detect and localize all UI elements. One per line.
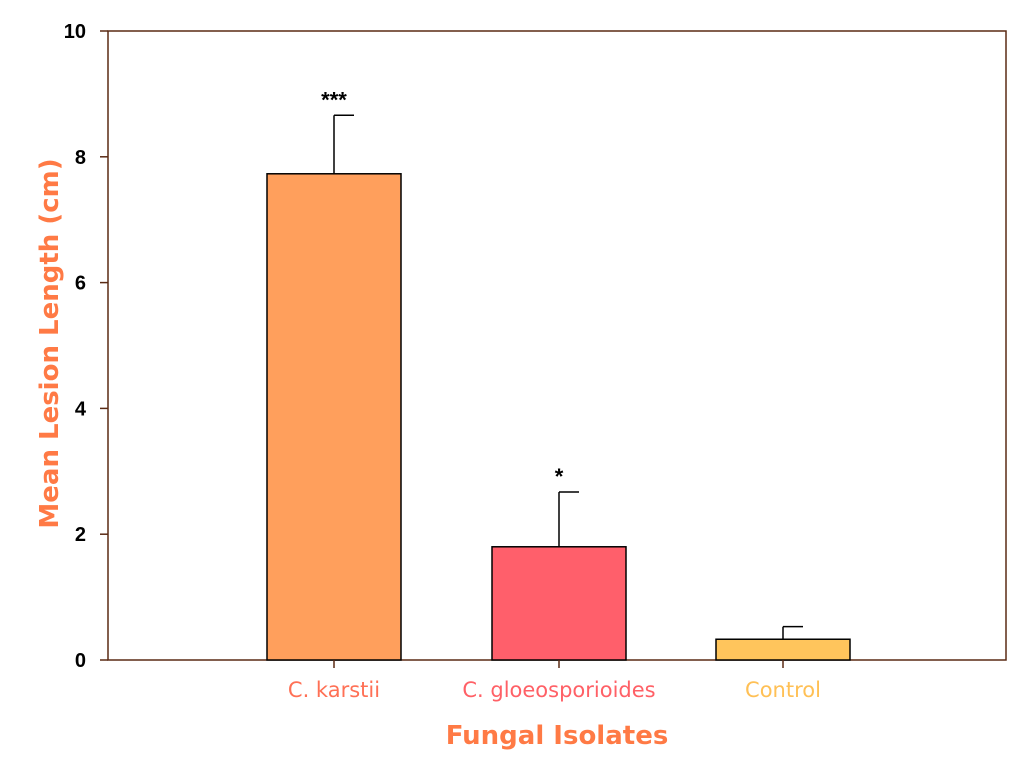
y-tick-label: 4 — [75, 398, 87, 420]
error-bars: **** — [321, 87, 803, 640]
bar-1 — [491, 546, 627, 661]
y-axis: 0 2 4 6 8 10 — [64, 21, 108, 672]
bar-0 — [266, 173, 402, 661]
bar-2 — [715, 638, 851, 661]
x-tick-label: C. gloeosporioides — [462, 678, 655, 702]
y-tick-label: 10 — [64, 21, 86, 43]
y-axis-title: Mean Lesion Length (cm) — [35, 158, 65, 528]
significance-label: * — [555, 464, 564, 489]
y-tick-label: 6 — [75, 273, 86, 295]
bars — [266, 173, 851, 661]
y-tick-label: 0 — [75, 650, 86, 672]
x-tick-label: C. karstii — [288, 678, 380, 702]
x-tick-label: Control — [745, 678, 821, 702]
y-tick-label: 2 — [75, 524, 86, 546]
x-axis: C. karstii C. gloeosporioides Control — [288, 660, 821, 702]
x-axis-title: Fungal Isolates — [446, 721, 669, 751]
significance-label: *** — [321, 87, 347, 112]
y-tick-label: 8 — [75, 147, 86, 169]
